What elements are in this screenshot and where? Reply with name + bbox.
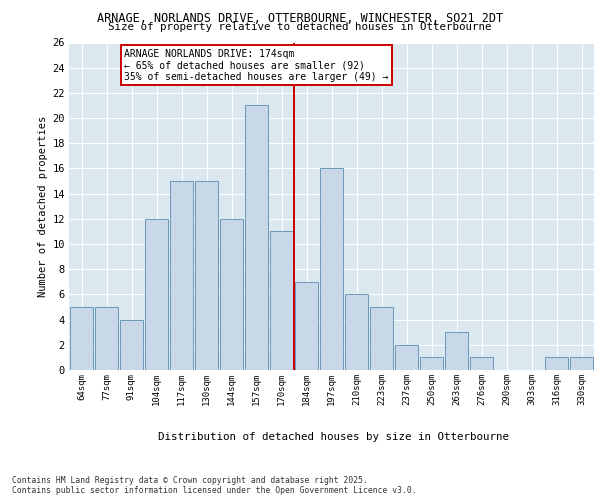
- Text: Distribution of detached houses by size in Otterbourne: Distribution of detached houses by size …: [158, 432, 509, 442]
- Bar: [545, 358, 568, 370]
- Bar: [70, 307, 94, 370]
- Bar: [470, 358, 493, 370]
- Bar: [419, 358, 443, 370]
- Bar: [569, 358, 593, 370]
- Bar: [395, 345, 418, 370]
- Text: ARNAGE NORLANDS DRIVE: 174sqm
← 65% of detached houses are smaller (92)
35% of s: ARNAGE NORLANDS DRIVE: 174sqm ← 65% of d…: [124, 49, 388, 82]
- Bar: [145, 219, 169, 370]
- Text: Size of property relative to detached houses in Otterbourne: Size of property relative to detached ho…: [108, 22, 492, 32]
- Bar: [370, 307, 394, 370]
- Bar: [344, 294, 368, 370]
- Bar: [170, 181, 193, 370]
- Bar: [269, 232, 293, 370]
- Bar: [445, 332, 469, 370]
- Bar: [194, 181, 218, 370]
- Text: Contains HM Land Registry data © Crown copyright and database right 2025.
Contai: Contains HM Land Registry data © Crown c…: [12, 476, 416, 495]
- Bar: [295, 282, 319, 370]
- Bar: [95, 307, 118, 370]
- Bar: [220, 219, 244, 370]
- Y-axis label: Number of detached properties: Number of detached properties: [38, 116, 48, 297]
- Text: ARNAGE, NORLANDS DRIVE, OTTERBOURNE, WINCHESTER, SO21 2DT: ARNAGE, NORLANDS DRIVE, OTTERBOURNE, WIN…: [97, 12, 503, 26]
- Bar: [119, 320, 143, 370]
- Bar: [320, 168, 343, 370]
- Bar: [245, 106, 268, 370]
